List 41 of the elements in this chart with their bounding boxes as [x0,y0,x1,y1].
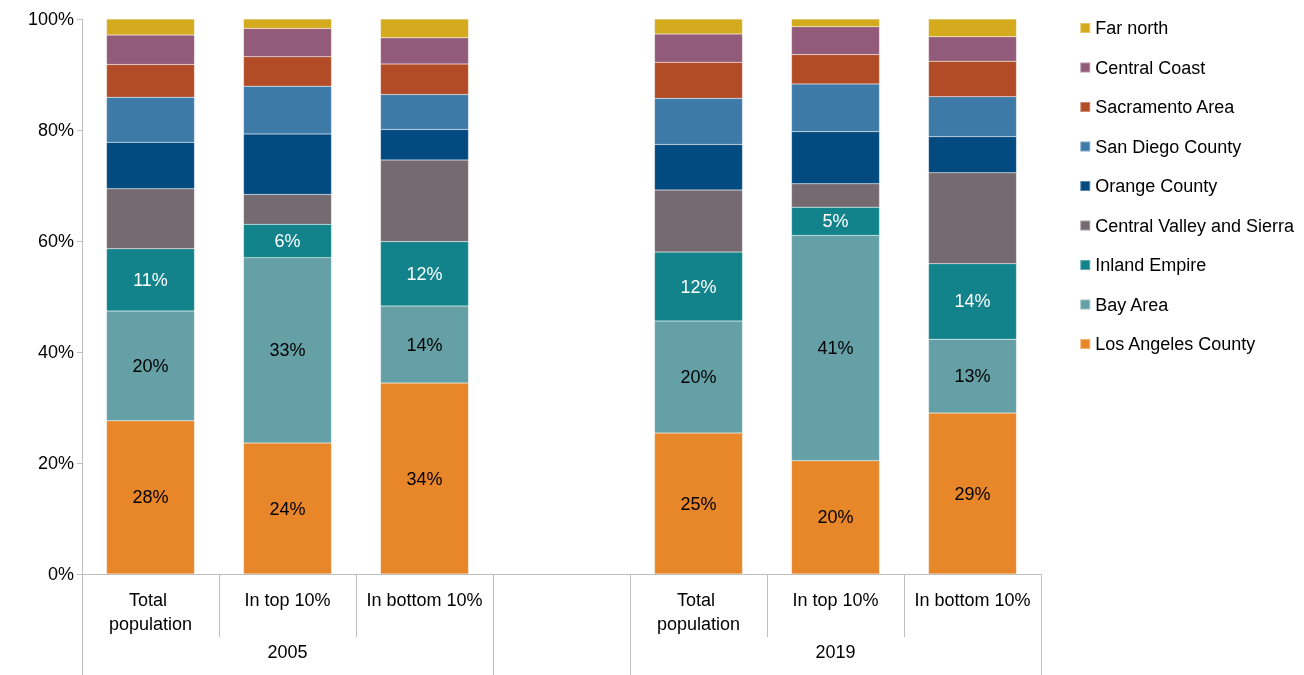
x-tick-label: In bottom 10% [914,590,1031,610]
y-tick-label: 20% [37,453,74,473]
legend-label: Inland Empire [1095,255,1207,275]
x-tick-label: In top 10% [792,590,879,610]
y-tick-label: 0% [47,564,74,584]
legend-label: Sacramento Area [1095,97,1236,117]
y-tick-label: 100% [27,9,74,29]
x-tick-label: In bottom 10% [366,590,483,610]
y-tick-label: 80% [37,120,74,140]
legend-label: San Diego County [1095,136,1242,157]
data-label: 28% [132,487,169,508]
data-label: 6% [274,231,301,251]
data-label: 20% [680,366,717,387]
text: 2005 [267,642,308,662]
data-label: 33% [269,340,306,361]
data-label: 11% [133,269,168,290]
x-tick-label: Total population [656,590,741,634]
data-label: 13% [954,366,991,387]
legend-label: Los Angeles County [1095,334,1256,354]
y-tick-label: 40% [37,342,74,362]
data-label: 29% [954,483,991,504]
data-label: 20% [817,507,854,528]
data-label: 34% [406,468,443,489]
legend-label: Central Valley and Sierra [1095,215,1295,236]
data-label: 5% [822,211,849,232]
data-label: 14% [406,334,443,355]
data-label: 41% [817,338,854,359]
y-tick-label: 60% [37,231,74,251]
data-label: 25% [680,493,717,514]
legend-label: Central Coast [1095,57,1206,78]
x-tick-label: In top 10% [244,590,331,610]
x-tick-label: Total population [108,590,193,634]
legend-label: Orange County [1095,176,1218,196]
data-label: 24% [269,498,306,519]
data-label: 12% [406,263,443,284]
text: 2019 [815,642,856,662]
legend-label: Far north [1095,18,1169,38]
data-label: 20% [132,355,169,376]
legend-label: Bay Area [1095,294,1170,315]
data-label: 14% [954,291,991,312]
data-label: 12% [680,276,717,297]
